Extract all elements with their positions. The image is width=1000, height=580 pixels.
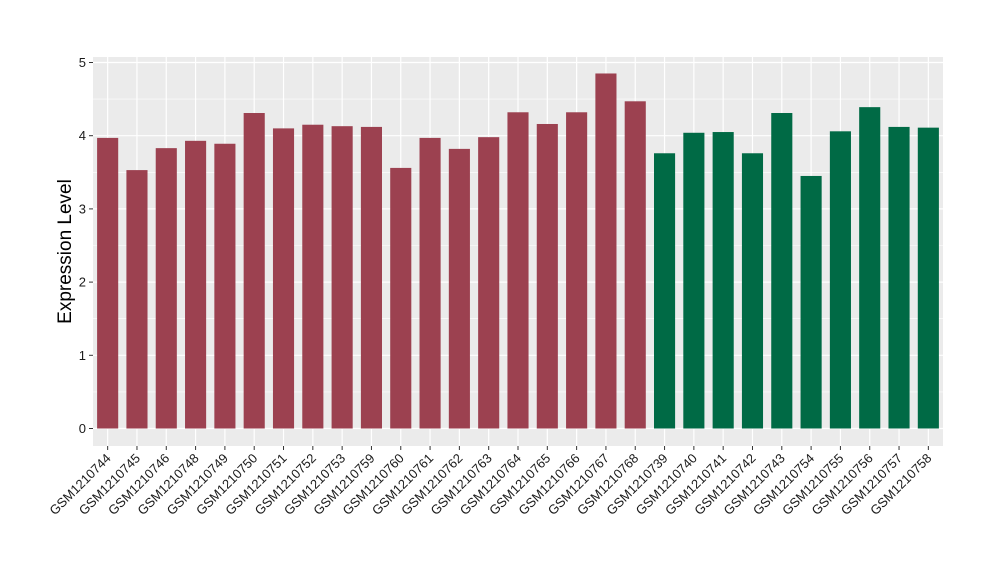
bar-GSM1210742 — [741, 153, 764, 429]
bars — [97, 73, 939, 429]
bar-GSM1210741 — [712, 132, 734, 429]
bar-GSM1210756 — [859, 107, 881, 429]
bar-GSM1210764 — [507, 112, 529, 429]
bar-GSM1210748 — [185, 140, 207, 429]
bar-GSM1210755 — [829, 131, 851, 429]
y-tick-label: 4 — [79, 128, 86, 143]
bar-GSM1210763 — [478, 137, 500, 429]
bar-GSM1210743 — [771, 113, 793, 429]
y-tick-label: 5 — [79, 55, 86, 70]
bar-GSM1210765 — [536, 123, 558, 429]
bar-GSM1210740 — [683, 132, 705, 429]
bar-GSM1210762 — [448, 148, 470, 429]
bar-GSM1210761 — [419, 137, 441, 429]
bar-GSM1210746 — [155, 148, 177, 429]
bar-GSM1210767 — [595, 73, 617, 429]
bar-GSM1210752 — [302, 124, 324, 429]
bar-GSM1210768 — [624, 101, 646, 429]
y-tick-label: 0 — [79, 421, 86, 436]
y-tick-label: 2 — [79, 275, 86, 290]
bar-GSM1210751 — [272, 128, 295, 429]
x-axis: GSM1210744GSM1210745GSM1210746GSM1210748… — [46, 446, 934, 518]
bar-GSM1210749 — [214, 143, 236, 429]
bar-GSM1210750 — [243, 113, 265, 429]
bar-GSM1210754 — [800, 175, 822, 429]
bar-GSM1210744 — [97, 137, 119, 429]
bar-GSM1210766 — [566, 112, 588, 429]
bar-GSM1210760 — [390, 167, 412, 429]
bar-GSM1210739 — [654, 153, 676, 429]
bar-GSM1210758 — [917, 127, 939, 429]
bar-GSM1210759 — [360, 126, 382, 429]
y-axis-title: Expression Level — [55, 179, 76, 324]
bar-GSM1210753 — [331, 126, 353, 429]
y-axis: 0 1 2 3 4 5 — [79, 55, 93, 436]
y-tick-label: 3 — [79, 201, 86, 216]
bar-GSM1210757 — [888, 126, 910, 429]
bar-GSM1210745 — [126, 170, 148, 429]
y-tick-label: 1 — [79, 348, 86, 363]
